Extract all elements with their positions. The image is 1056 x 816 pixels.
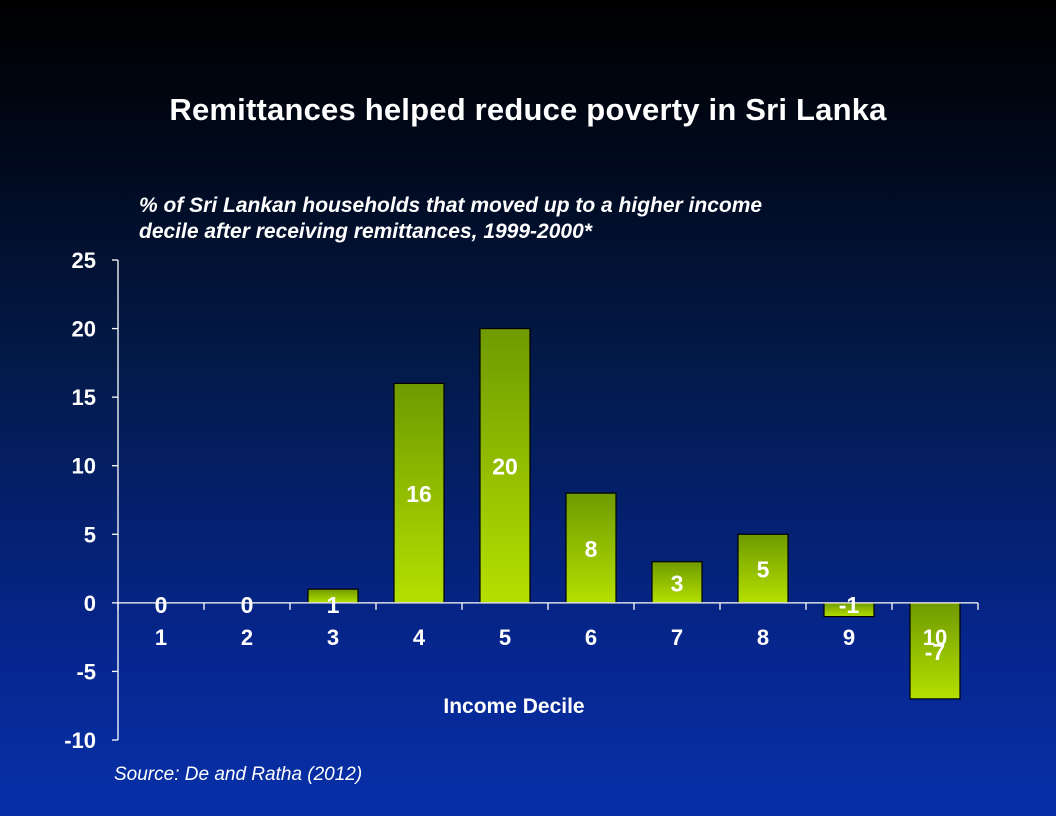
y-tick-label: 25 xyxy=(72,248,96,273)
bar-8 xyxy=(737,533,789,604)
x-tick-label: 8 xyxy=(757,625,769,650)
data-label: -1 xyxy=(839,592,860,618)
x-tick-label: 2 xyxy=(241,625,253,650)
data-label: 0 xyxy=(155,592,168,618)
y-tick-label: -5 xyxy=(76,659,96,684)
x-tick-label: 1 xyxy=(155,625,167,650)
y-tick-label: 20 xyxy=(72,317,96,342)
x-tick-label: 6 xyxy=(585,625,597,650)
slide-title: Remittances helped reduce poverty in Sri… xyxy=(169,92,887,127)
x-tick-label: 7 xyxy=(671,625,683,650)
y-tick-label: 10 xyxy=(72,454,96,479)
x-tick-label: 4 xyxy=(413,625,426,650)
x-tick-label: 9 xyxy=(843,625,855,650)
data-label: 5 xyxy=(757,557,770,583)
y-tick-label: 5 xyxy=(84,522,96,547)
chart-subtitle: % of Sri Lankan households that moved up… xyxy=(139,194,763,243)
data-label: 0 xyxy=(241,592,254,618)
data-label: -7 xyxy=(925,639,945,665)
source-note: Source: De and Ratha (2012) xyxy=(114,764,363,785)
y-tick-label: 15 xyxy=(72,385,96,410)
x-tick-label: 3 xyxy=(327,625,339,650)
y-tick-label: 0 xyxy=(84,591,96,616)
data-label: 8 xyxy=(585,536,598,562)
data-label: 20 xyxy=(492,454,518,480)
data-label: 16 xyxy=(406,481,432,507)
bar-6 xyxy=(565,492,617,604)
y-tick-label: -10 xyxy=(64,728,96,753)
x-tick-label: 10 xyxy=(923,625,947,650)
data-label: 3 xyxy=(671,570,684,596)
x-tick-label: 5 xyxy=(499,625,511,650)
x-axis-label: Income Decile xyxy=(443,695,584,718)
bar-5 xyxy=(479,327,531,604)
bar-7 xyxy=(651,561,703,604)
data-label: 1 xyxy=(327,592,340,618)
